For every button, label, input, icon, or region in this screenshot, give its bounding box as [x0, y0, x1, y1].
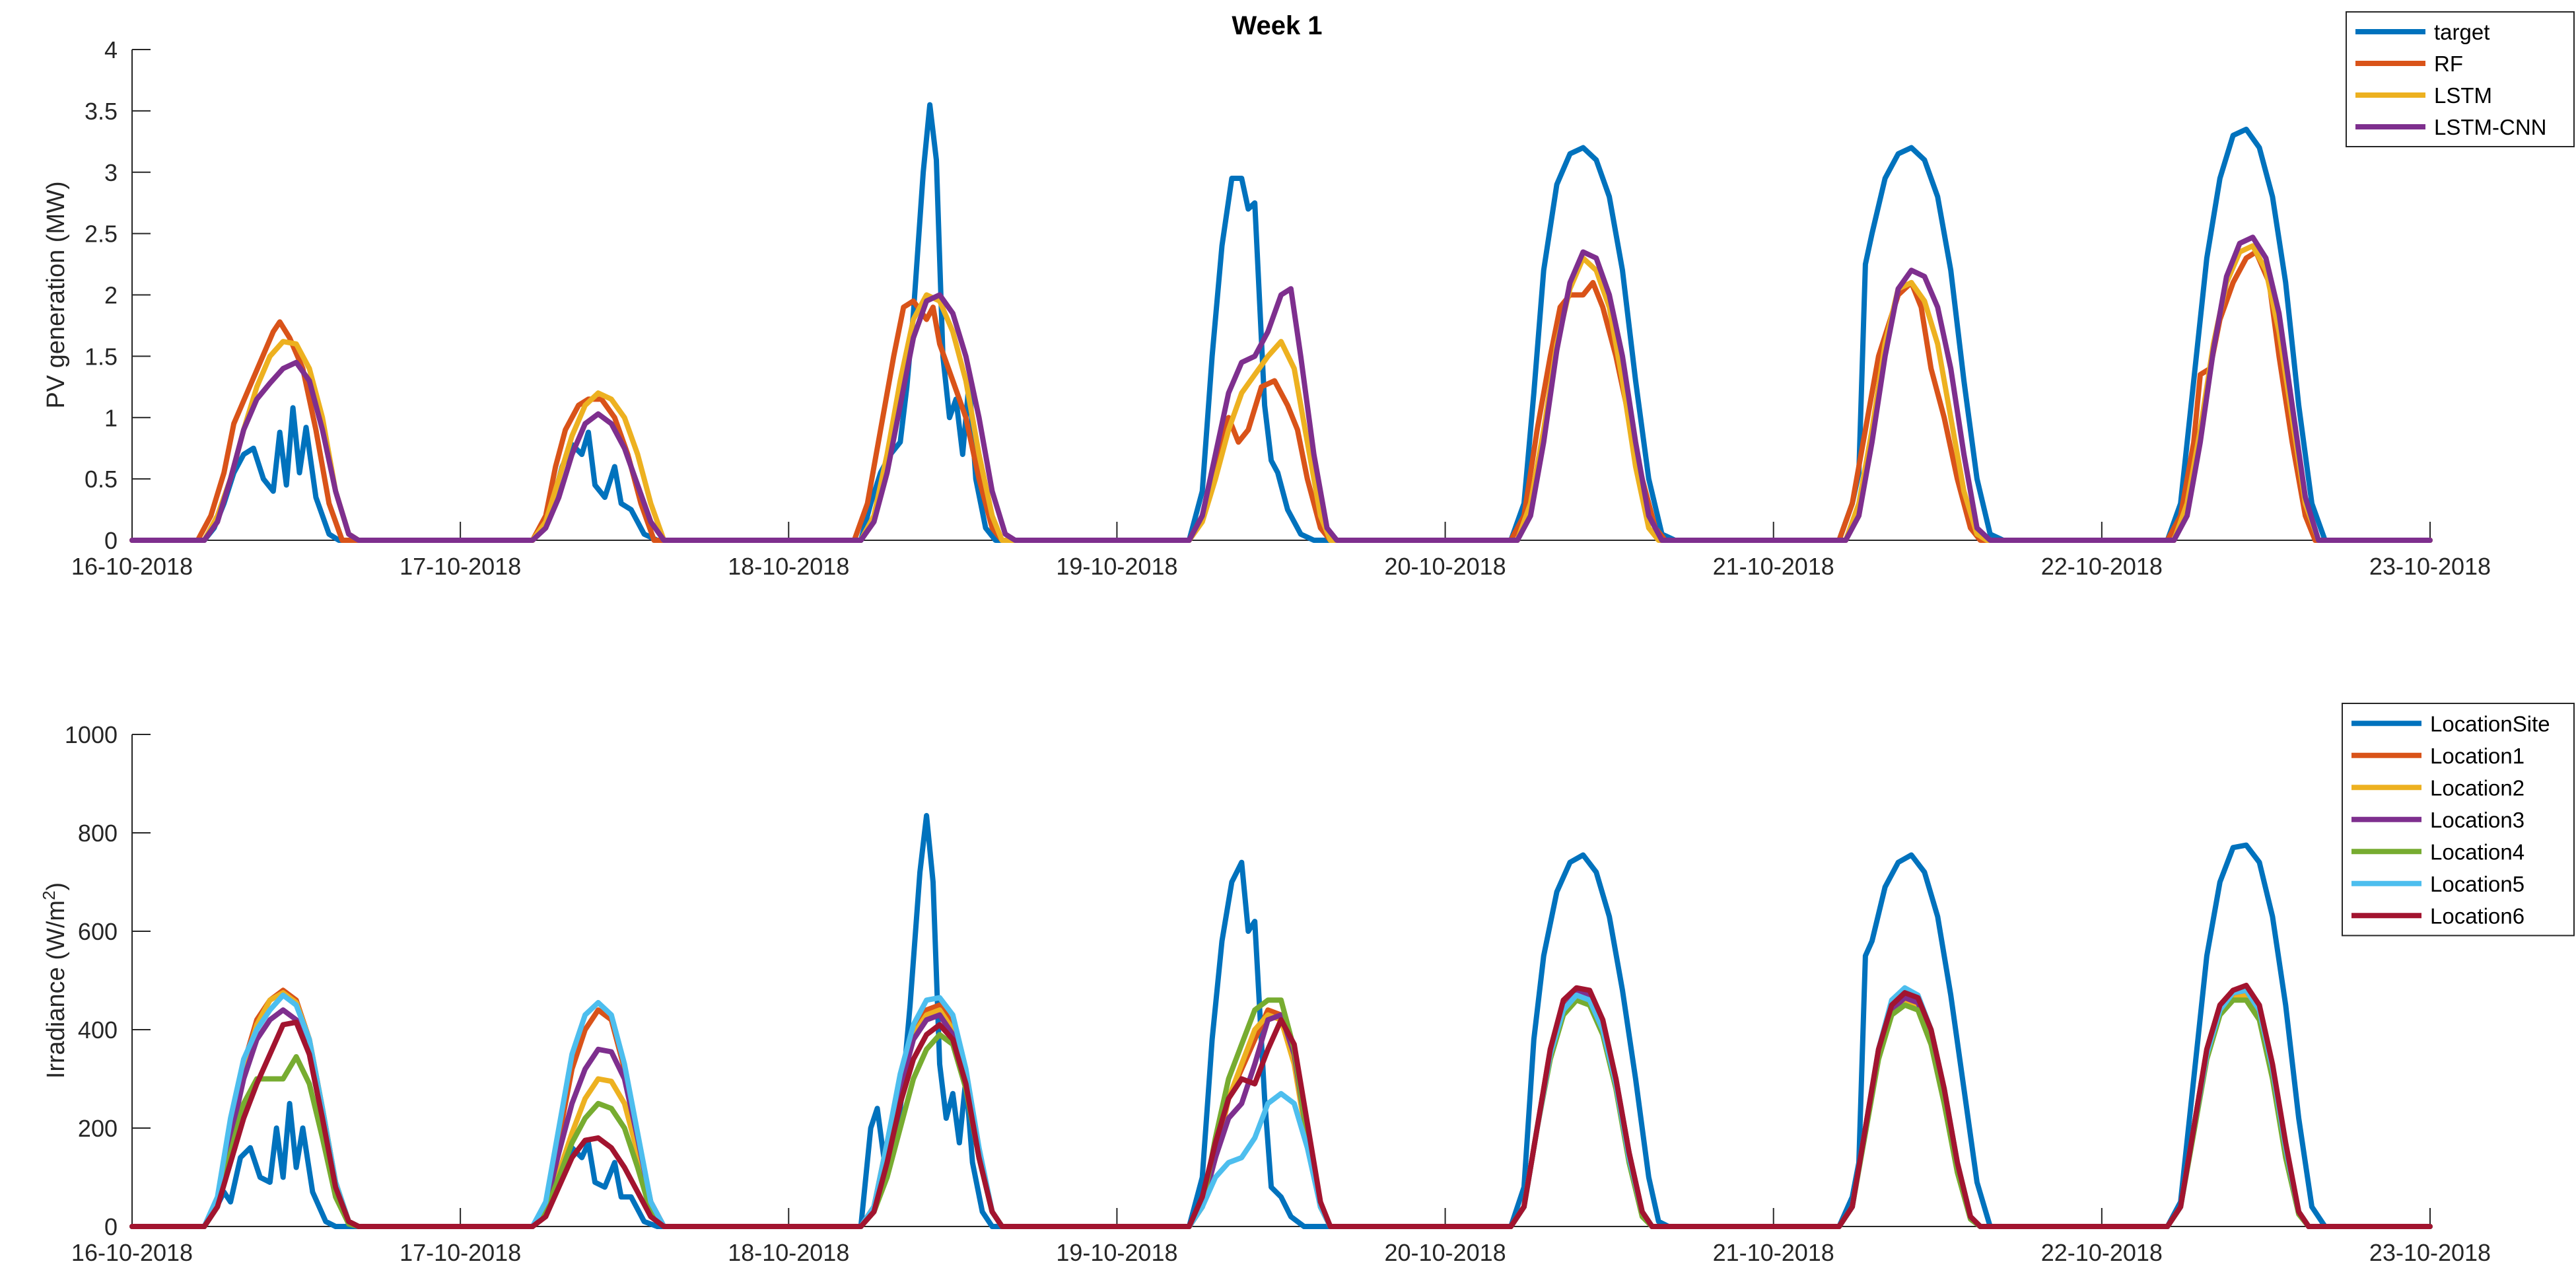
x-tick-label: 18-10-2018: [728, 553, 849, 580]
y-tick-label: 1.5: [85, 343, 118, 370]
pv-generation-chart: 0 0.5 1 1.5 2 2.5 3 3.5 4 16-10-2018 17-10-2018 18-…: [42, 11, 2575, 580]
legend-label-locationsite: LocationSite: [2430, 711, 2550, 736]
y-tick-label: 200: [78, 1115, 118, 1142]
x-tick-label: 23-10-2018: [2369, 553, 2491, 580]
x-tick-label: 19-10-2018: [1056, 553, 1177, 580]
y-tick-label: 2: [104, 282, 118, 309]
x-tick-label: 23-10-2018: [2369, 1239, 2491, 1266]
y-tick-label: 600: [78, 918, 118, 945]
y-tick-label: 0: [104, 527, 118, 554]
y-tick-label: 1000: [65, 721, 118, 748]
x-tick-label: 22-10-2018: [2041, 1239, 2163, 1266]
legend-label-location4: Location4: [2430, 839, 2524, 864]
legend-label-location6: Location6: [2430, 904, 2524, 928]
x-tick-label: 21-10-2018: [1713, 553, 1834, 580]
y-tick-label: 4: [104, 36, 118, 63]
y-axis-title-suffix: ): [42, 882, 70, 891]
chart-title: Week 1: [1232, 11, 1322, 40]
x-tick-label: 19-10-2018: [1056, 1239, 1177, 1266]
y-tick-label: 400: [78, 1016, 118, 1044]
x-tick-label: 18-10-2018: [728, 1239, 849, 1266]
legend: LocationSite Location1 Location2 Location3 L…: [2342, 703, 2575, 937]
legend-label-location5: Location5: [2430, 872, 2524, 896]
y-axis-title: PV generation (MW): [42, 181, 70, 408]
legend-label-location1: Location1: [2430, 744, 2524, 768]
legend-label-location3: Location3: [2430, 808, 2524, 832]
x-tick-label: 21-10-2018: [1713, 1239, 1834, 1266]
series-line-location6: [129, 983, 2433, 1229]
y-tick-label: 1: [104, 404, 118, 431]
legend-label-rf: RF: [2434, 52, 2463, 76]
y-axis-title-text: PV generation (MW): [42, 181, 70, 408]
x-tick-label: 20-10-2018: [1384, 1239, 1506, 1266]
x-tick-label: 16-10-2018: [71, 553, 193, 580]
y-tick-label: 0: [104, 1213, 118, 1240]
x-tick-label: 17-10-2018: [400, 553, 521, 580]
irradiance-chart: 0 200 400 600 800 1000 16-10-2018 17-10-2018 18-…: [39, 703, 2575, 1266]
legend-label-location2: Location2: [2430, 775, 2524, 800]
y-axis-title-text: Irradiance (W/m: [42, 900, 70, 1079]
x-tick-label: 16-10-2018: [71, 1239, 193, 1266]
x-tick-label: 20-10-2018: [1384, 553, 1506, 580]
y-tick-label: 3.5: [85, 98, 118, 125]
y-axis-title-superscript: 2: [39, 890, 59, 900]
legend-label-lstm: LSTM: [2434, 83, 2492, 108]
x-tick-label: 17-10-2018: [400, 1239, 521, 1266]
y-tick-label: 800: [78, 820, 118, 847]
legend-label-lstm-cnn: LSTM-CNN: [2434, 115, 2547, 139]
y-axis-title: Irradiance (W/m2): [39, 882, 70, 1079]
legend: target RF LSTM LSTM-CNN: [2346, 11, 2575, 147]
x-tick-label: 22-10-2018: [2041, 553, 2163, 580]
y-tick-label: 0.5: [85, 466, 118, 493]
y-tick-label: 3: [104, 159, 118, 186]
y-tick-label: 2.5: [85, 221, 118, 248]
series-line-lstm-cnn: [129, 234, 2433, 543]
legend-label-target: target: [2434, 20, 2489, 44]
